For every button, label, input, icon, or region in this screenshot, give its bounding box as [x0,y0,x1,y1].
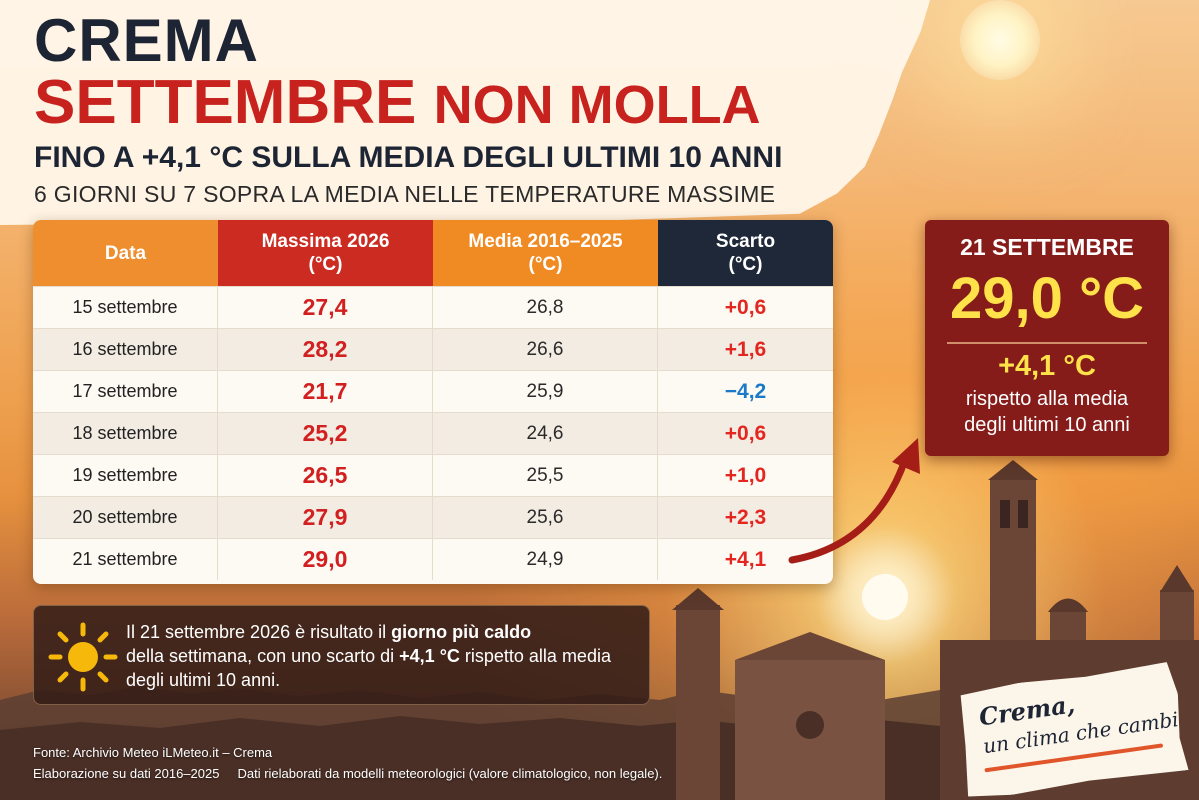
title-paper [0,0,930,225]
header-diff-label: Scarto [715,231,776,252]
cell-diff: +4,1 [724,547,767,571]
cell-diff: +0,6 [724,295,767,319]
sun-low [862,574,908,620]
cell-diff: +2,3 [724,505,767,529]
cell-date: 16 settembre [33,329,218,370]
table-row: 19 settembre 26,5 25,5 +1,0 [33,454,833,496]
arrow-icon [788,438,920,564]
elab-label: Elaborazione su dati 2016–2025 [33,766,220,781]
header-avg: Media 2016–2025 (°C) [433,220,658,286]
cell-max: 26,5 [218,455,433,496]
cell-max: 28,2 [218,329,433,370]
info-text-1: Il 21 settembre 2026 è risultato il [126,622,392,642]
sun-top [960,0,1040,80]
cell-date: 15 settembre [33,287,218,328]
temperature-table: Data Massima 2026 (°C) Media 2016–2025 (°C… [33,220,833,584]
header-date-label: Data [104,242,147,264]
highlight-text-1: rispetto alla media [965,388,1129,410]
cell-diff: −4,2 [724,379,767,403]
cell-date: 18 settembre [33,413,218,454]
cell-diff: +1,6 [724,337,767,361]
header-avg-label: Media 2016–2025 [468,231,623,252]
info-box: Il 21 settembre 2026 è risultato il gior… [33,605,650,705]
info-bold-2: +4,1 °C [399,646,460,666]
table-row: 17 settembre 21,7 25,9 −4,2 [33,370,833,412]
info-text-2: della settimana, con uno scarto di [126,646,400,666]
subtitle: FINO A +4,1 °C SULLA MEDIA DEGLI ULTIMI … [34,141,783,174]
cell-date: 21 settembre [33,539,218,580]
note-label: Dati rielaborati da modelli meteorologic… [237,766,663,781]
table-row: 21 settembre 29,0 24,9 +4,1 [33,538,833,580]
header-diff-unit: (°C) [728,254,763,275]
sun-icon [48,622,118,692]
cell-max: 25,2 [218,413,433,454]
highlight-text-2: degli ultimi 10 anni [964,414,1130,436]
cell-avg: 26,8 [433,287,658,328]
header-max-label: Massima 2026 [261,231,390,252]
highlight-delta: +4,1 °C [998,350,1096,382]
header-max-unit: (°C) [308,254,343,275]
info-text-4: degli ultimi 10 anni. [126,670,281,690]
table-row: 16 settembre 28,2 26,6 +1,6 [33,328,833,370]
cell-diff: +0,6 [724,421,767,445]
subtitle-2: 6 GIORNI SU 7 SOPRA LA MEDIA NELLE TEMPE… [34,181,776,207]
cell-avg: 25,6 [433,497,658,538]
cell-avg: 24,6 [433,413,658,454]
source-text: Fonte: Archivio Meteo iLMeteo.it – Crema [33,745,273,760]
info-text-3: rispetto alla media [459,646,611,666]
highlight-divider [947,342,1147,344]
cell-date: 20 settembre [33,497,218,538]
info-text: Il 21 settembre 2026 è risultato il gior… [126,620,636,692]
headline-part2: NON MOLLA [433,75,761,135]
table-row: 20 settembre 27,9 25,6 +2,3 [33,496,833,538]
cell-avg: 24,9 [433,539,658,580]
headline-part1: SETTEMBRE [34,68,417,137]
cell-avg: 25,5 [433,455,658,496]
cell-date: 17 settembre [33,371,218,412]
cell-max: 27,4 [218,287,433,328]
cell-max: 27,9 [218,497,433,538]
cell-diff: +1,0 [724,463,767,487]
header-max: Massima 2026 (°C) [218,220,433,286]
elaboration-text: Elaborazione su dati 2016–2025 Dati riela… [33,766,662,781]
highlight-date: 21 SETTEMBRE [960,234,1134,260]
header-avg-unit: (°C) [528,254,563,275]
header-date: Data [33,220,218,286]
cell-avg: 26,6 [433,329,658,370]
header-diff: Scarto (°C) [658,220,833,286]
table-row: 15 settembre 27,4 26,8 +0,6 [33,286,833,328]
headline: SETTEMBRE NON MOLLA [34,70,761,138]
info-bold-1: giorno più caldo [391,622,532,642]
cell-date: 19 settembre [33,455,218,496]
highlight-card: 21 SETTEMBRE 29,0 °C +4,1 °C rispetto al… [925,220,1169,456]
cell-max: 21,7 [218,371,433,412]
table-header: Data Massima 2026 (°C) Media 2016–2025 (°C… [33,220,833,286]
city-title: CREMA [34,7,259,74]
table-row: 18 settembre 25,2 24,6 +0,6 [33,412,833,454]
highlight-temp: 29,0 °C [949,266,1145,331]
cell-avg: 25,9 [433,371,658,412]
cell-max: 29,0 [218,539,433,580]
